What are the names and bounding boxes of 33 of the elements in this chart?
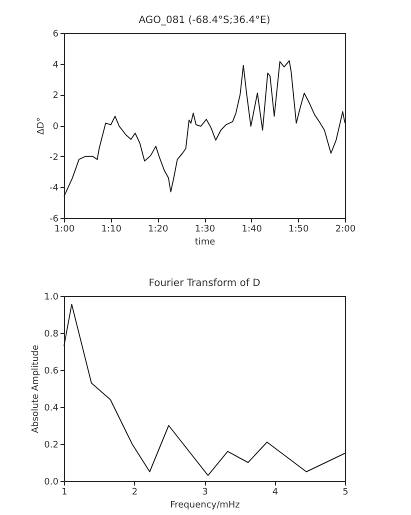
line-series	[64, 60, 346, 197]
y-tick-label: 0.8	[44, 330, 59, 340]
x-tick-label: 3	[202, 488, 208, 498]
x-tick-label: 1:30	[194, 224, 216, 234]
x-tick-label: 1:00	[54, 224, 75, 234]
y-axis-title: ΔD°	[36, 117, 47, 135]
y-tick-label: 4	[52, 60, 59, 70]
y-tick-label: -6	[50, 214, 59, 224]
y-axis-title: Absolute Amplitude	[31, 344, 42, 434]
y-tick-label: 6	[52, 30, 59, 40]
chart-title: AGO_081 (-68.4°S;36.4°E)	[138, 15, 270, 26]
y-tick-label: -2	[50, 152, 58, 163]
y-tick-label: 0.2	[44, 440, 58, 450]
y-tick-label: 1.0	[44, 292, 59, 302]
y-tick-label: 2	[52, 91, 58, 102]
y-tick-label: -4	[50, 184, 59, 194]
chart-title: Fourier Transform of D	[148, 278, 261, 289]
x-tick-label: 5	[342, 488, 348, 498]
y-tick-label: 0.6	[44, 366, 59, 376]
line-series	[64, 304, 346, 476]
x-tick-label: 1:40	[242, 224, 262, 234]
y-tick-label: 0.0	[44, 478, 59, 488]
x-axis-title: time	[194, 238, 216, 248]
y-tick-label: 0	[52, 122, 59, 132]
x-tick-label: 2	[132, 488, 138, 498]
x-tick-label: 4	[272, 488, 278, 498]
x-tick-label: 1	[62, 488, 68, 498]
x-axis-title: Frequency/mHz	[170, 500, 240, 510]
x-tick-label: 1:50	[288, 224, 310, 234]
x-tick-label: 1:10	[101, 224, 122, 234]
y-tick-label: 0.4	[44, 404, 59, 414]
x-tick-label: 2:00	[335, 224, 356, 234]
x-tick-label: 1:20	[148, 224, 169, 234]
